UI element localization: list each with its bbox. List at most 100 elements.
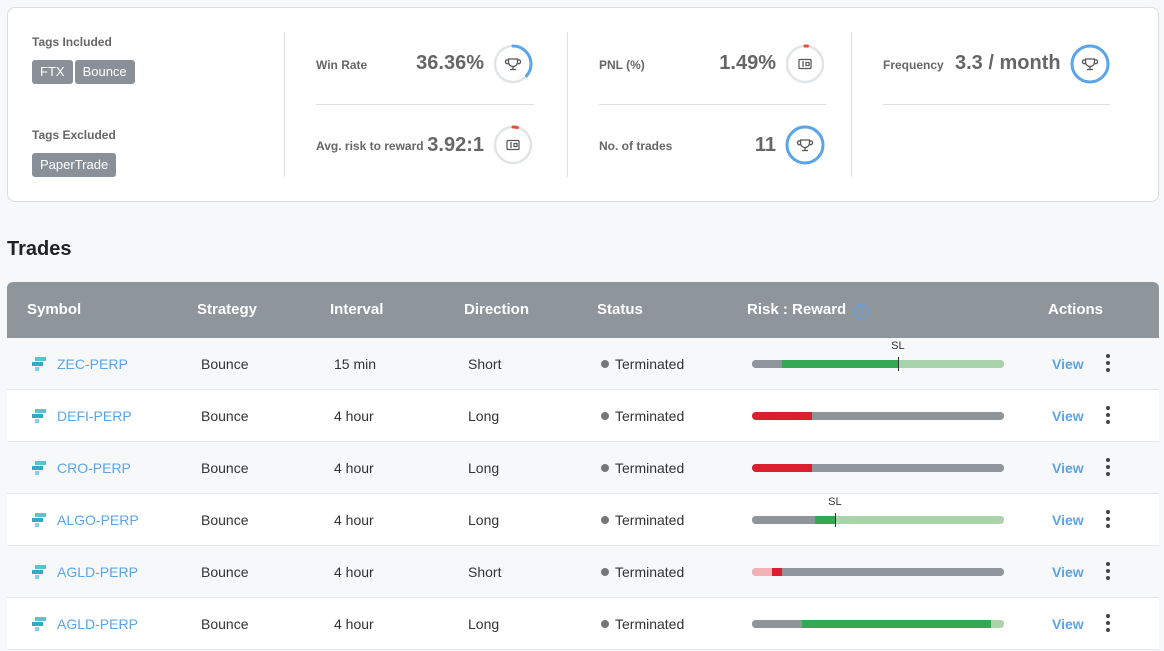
strategy-cell: Bounce [201,408,249,424]
tag-papertrade[interactable]: PaperTrade [32,153,117,177]
status-text: Terminated [615,564,685,580]
ftx-icon [32,617,46,631]
trades-table: Symbol Strategy Interval Direction Statu… [7,282,1159,650]
tags-included-list: FTX Bounce [32,60,135,84]
trophy-icon [1081,58,1099,71]
symbol-link[interactable]: ALGO-PERP [57,512,139,528]
sl-label: SL [828,496,842,508]
interval-cell: 4 hour [334,408,374,424]
info-icon[interactable]: i [854,304,870,319]
pnl-label: PNL (%) [599,58,645,72]
view-link[interactable]: View [1052,460,1084,476]
view-link[interactable]: View [1052,408,1084,424]
view-link[interactable]: View [1052,356,1084,372]
risk-reward-bar [752,620,1004,628]
ring-track [785,44,825,84]
symbol-link[interactable]: DEFI-PERP [57,408,132,424]
more-options-icon[interactable] [1104,458,1112,478]
more-options-icon[interactable] [1104,562,1112,582]
col-risk-reward-label: Risk : Reward [747,301,847,318]
status-text: Terminated [615,512,685,528]
money-icon [798,58,812,70]
risk-reward-label: Avg. risk to reward [316,139,424,153]
divider [316,104,534,105]
frequency-ring [1070,44,1110,84]
table-body: ZEC-PERP Bounce 15 min Short Terminated View S… [7,338,1159,650]
tags-excluded-list: PaperTrade [32,153,117,177]
risk-reward-value: 3.92:1 [427,134,484,156]
risk-reward-bar [752,464,1004,472]
ftx-icon [32,409,46,423]
col-status[interactable]: Status [597,301,643,318]
direction-cell: Long [468,460,500,476]
trophy-icon [796,139,814,152]
view-link[interactable]: View [1052,512,1084,528]
symbol-link[interactable]: AGLD-PERP [57,616,138,632]
status-text: Terminated [615,616,685,632]
more-options-icon[interactable] [1104,614,1112,634]
view-link[interactable]: View [1052,616,1084,632]
risk-reward-bar [752,412,1004,420]
more-options-icon[interactable] [1104,510,1112,530]
risk-reward-bar [752,360,1004,368]
frequency-value: 3.3 / month [955,52,1061,74]
num-trades-ring [785,125,825,165]
interval-cell: 4 hour [334,512,374,528]
bar-segment [782,360,899,368]
table-row: DEFI-PERP Bounce 4 hour Long Terminated View [7,390,1159,442]
num-trades-label: No. of trades [599,139,673,153]
symbol-link[interactable]: ZEC-PERP [57,356,128,372]
bar-segment [752,620,803,628]
status-text: Terminated [615,408,685,424]
risk-reward-bar [752,516,1004,524]
win-rate-label: Win Rate [316,58,368,72]
strategy-cell: Bounce [201,616,249,632]
status-cell: Terminated [601,598,684,650]
col-interval[interactable]: Interval [330,301,384,318]
status-dot [601,412,609,420]
divider [599,104,826,105]
bar-segment [812,412,1004,420]
interval-cell: 15 min [334,356,377,372]
status-cell: Terminated [601,338,684,390]
bar-segment [812,464,1004,472]
status-cell: Terminated [601,546,684,598]
symbol-link[interactable]: AGLD-PERP [57,564,138,580]
tag-bounce[interactable]: Bounce [74,60,135,84]
tag-ftx[interactable]: FTX [32,60,73,84]
frequency-label: Frequency [883,58,944,72]
interval-cell: 4 hour [334,460,374,476]
status-text: Terminated [615,460,685,476]
divider [883,104,1110,105]
strategy-cell: Bounce [201,356,249,372]
symbol-link[interactable]: CRO-PERP [57,460,131,476]
more-options-icon[interactable] [1104,354,1112,374]
col-symbol[interactable]: Symbol [27,301,82,318]
view-link[interactable]: View [1052,564,1084,580]
status-dot [601,464,609,472]
sl-label: SL [891,340,905,352]
direction-cell: Short [468,356,502,372]
strategy-cell: Bounce [201,564,249,580]
stats-card: Tags Included FTX Bounce Tags Excluded P… [7,7,1159,202]
ring-progress [493,125,533,165]
bar-segment [898,360,1004,368]
stop-loss-marker [898,357,900,371]
status-dot [601,620,609,628]
table-row: AGLD-PERP Bounce 4 hour Long Terminated View [7,598,1159,650]
trades-heading: Trades [7,238,72,260]
col-strategy[interactable]: Strategy [197,301,258,318]
trophy-icon [504,58,522,71]
stop-loss-marker [835,513,837,527]
interval-cell: 4 hour [334,616,374,632]
status-dot [601,360,609,368]
tags-excluded-label: Tags Excluded [32,128,116,142]
status-cell: Terminated [601,390,684,442]
status-dot [601,568,609,576]
bar-segment [752,412,813,420]
ring-progress [785,125,825,165]
col-direction[interactable]: Direction [464,301,530,318]
bar-segment [815,516,836,524]
col-risk-reward[interactable]: Risk : Reward i [747,282,870,338]
more-options-icon[interactable] [1104,406,1112,426]
